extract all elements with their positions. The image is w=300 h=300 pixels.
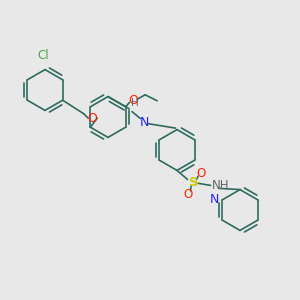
Text: N: N — [210, 193, 219, 206]
Text: NH: NH — [212, 179, 229, 192]
Text: H: H — [130, 98, 138, 108]
Text: O: O — [196, 167, 206, 180]
Text: S: S — [189, 176, 198, 189]
Text: O: O — [88, 112, 98, 125]
Text: O: O — [183, 188, 192, 201]
Text: O: O — [128, 94, 138, 107]
Text: Cl: Cl — [38, 49, 49, 62]
Text: N: N — [139, 116, 149, 129]
